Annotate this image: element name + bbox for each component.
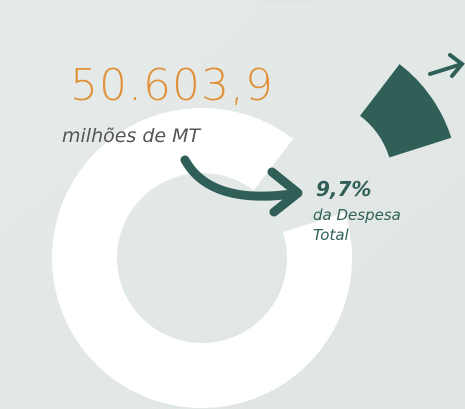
donut-slice bbox=[360, 64, 452, 158]
share-caption: Total bbox=[313, 226, 350, 244]
donut-slice bbox=[52, 108, 353, 409]
donut bbox=[52, 64, 452, 409]
arrow-small bbox=[428, 53, 465, 78]
share-caption: da Despesa bbox=[313, 206, 401, 224]
arrow-head bbox=[267, 167, 303, 217]
watercolor bbox=[195, 0, 385, 30]
share-label: 9,7% bbox=[316, 177, 371, 201]
headline: 50.603,9 bbox=[70, 60, 274, 111]
unit: milhões de MT bbox=[62, 125, 202, 147]
arrow bbox=[180, 155, 297, 201]
